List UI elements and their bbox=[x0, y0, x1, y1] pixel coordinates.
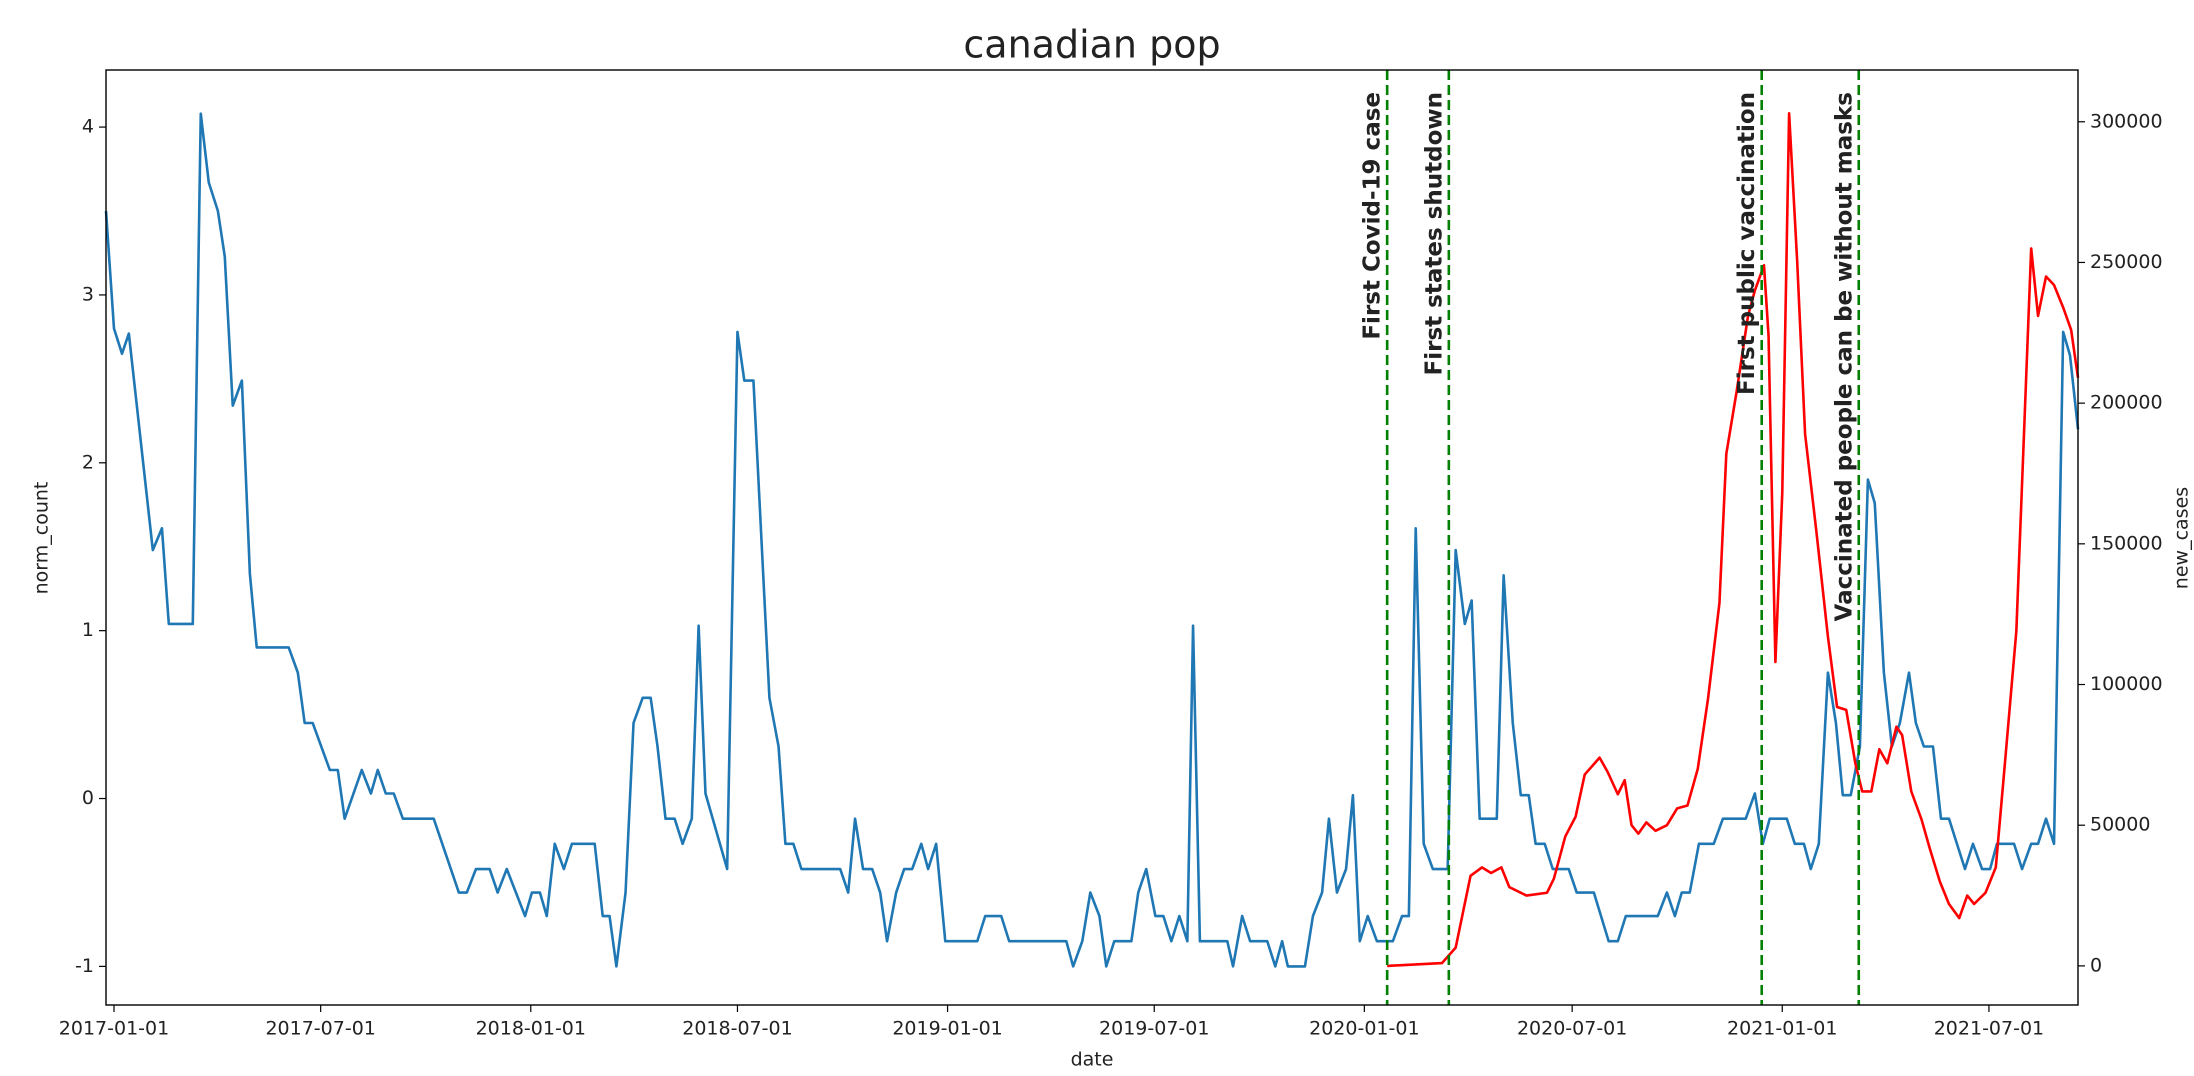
event-label: First states shutdown bbox=[1421, 92, 1447, 375]
y2-tick-label: 50000 bbox=[2090, 814, 2150, 836]
x-tick-label: 2019-01-01 bbox=[892, 1018, 1002, 1040]
y2-tick-label: 300000 bbox=[2090, 110, 2163, 132]
x-tick-label: 2021-01-01 bbox=[1727, 1018, 1837, 1040]
y2-tick-label: 0 bbox=[2090, 954, 2102, 976]
x-tick-label: 2021-07-01 bbox=[1934, 1018, 2044, 1040]
data-line bbox=[104, 112, 2080, 968]
data-line bbox=[1387, 112, 2080, 968]
chart-title: canadian pop bbox=[963, 23, 1220, 67]
y2-tick-label: 200000 bbox=[2090, 392, 2163, 414]
event-label: First public vaccination bbox=[1734, 92, 1760, 395]
y-tick-label: 4 bbox=[82, 116, 94, 138]
y-tick-label: 2 bbox=[82, 451, 94, 473]
plot-frame bbox=[105, 69, 2079, 1006]
y2-tick-label: 100000 bbox=[2090, 673, 2163, 695]
x-tick-label: 2020-07-01 bbox=[1517, 1018, 1627, 1040]
x-tick-label: 2019-07-01 bbox=[1099, 1018, 1209, 1040]
y-tick-label: -1 bbox=[75, 955, 94, 977]
y2-tick-label: 250000 bbox=[2090, 251, 2163, 273]
x-tick-label: 2018-01-01 bbox=[476, 1018, 586, 1040]
event-label: First Covid-19 case bbox=[1360, 92, 1386, 340]
y-tick-label: 3 bbox=[82, 283, 94, 305]
y2-tick-label: 150000 bbox=[2090, 532, 2163, 554]
y-axis-label: norm_count bbox=[31, 482, 53, 595]
x-tick-label: 2017-01-01 bbox=[59, 1018, 169, 1040]
x-axis-label: date bbox=[1071, 1049, 1114, 1071]
event-label: Vaccinated people can be without masks bbox=[1831, 92, 1857, 621]
x-tick-label: 2018-07-01 bbox=[682, 1018, 792, 1040]
x-tick-label: 2017-07-01 bbox=[265, 1018, 375, 1040]
x-tick-label: 2020-01-01 bbox=[1309, 1018, 1419, 1040]
y-tick-label: 1 bbox=[82, 619, 94, 641]
y-tick-label: 0 bbox=[82, 787, 94, 809]
y2-axis-label: new_cases bbox=[2171, 487, 2193, 589]
